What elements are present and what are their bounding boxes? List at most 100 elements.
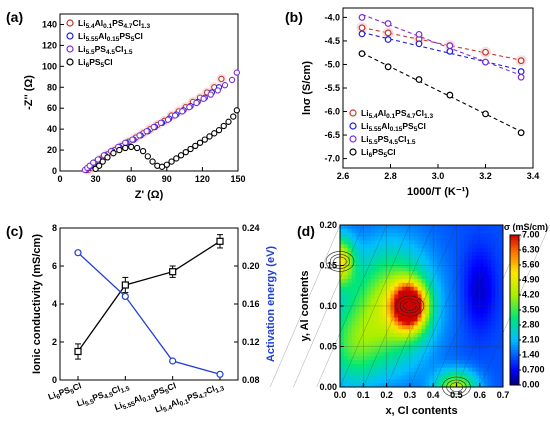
panel-d-heatmap-cell xyxy=(417,294,422,299)
panel-d-heatmap-cell xyxy=(409,333,415,338)
panel-d-heatmap-cell xyxy=(460,298,465,303)
panel-d-heatmap-cell xyxy=(491,259,496,264)
panel-d-heatmap-cell xyxy=(456,325,461,330)
panel-d-heatmap-cell xyxy=(340,294,345,299)
panel-d-heatmap-cell xyxy=(479,352,484,357)
panel-d-heatmap-cell xyxy=(347,263,353,268)
panel-d-heatmap-cell xyxy=(452,336,457,342)
panel-d-heatmap-cell xyxy=(491,313,496,318)
panel-d-heatmap-cell xyxy=(367,317,372,322)
panel-d-heatmap-cell xyxy=(429,252,434,257)
panel-a-legend-marker xyxy=(66,45,74,53)
panel-d-heatmap-cell xyxy=(374,329,380,334)
panel-d-heatmap-cell xyxy=(483,275,488,280)
panel-d-colorbar-segment xyxy=(510,270,519,273)
panel-d-heatmap-cell xyxy=(347,248,353,253)
panel-d-heatmap-cell xyxy=(343,309,349,315)
panel-d-heatmap-cell xyxy=(417,371,422,376)
panel-a-tag: (a) xyxy=(6,9,23,25)
panel-d-heatmap-cell xyxy=(471,279,477,284)
panel-d-heatmap-cell xyxy=(398,279,403,284)
panel-d-heatmap-cell xyxy=(405,348,411,353)
panel-b-fit-line xyxy=(361,27,522,61)
panel-d-heatmap-cell xyxy=(468,259,473,264)
panel-d-heatmap-cell xyxy=(340,333,345,338)
panel-d-heatmap-cell xyxy=(433,225,438,230)
panel-d-heatmap-cell xyxy=(460,271,465,276)
panel-d-heatmap-cell xyxy=(460,267,465,272)
panel-d-heatmap-cell xyxy=(491,375,496,380)
panel-d-heatmap-cell xyxy=(491,309,496,315)
panel-d-heatmap-cell xyxy=(452,379,457,384)
panel-d-heatmap-cell xyxy=(359,383,364,388)
panel-d-heatmap-cell xyxy=(483,259,488,264)
panel-d-colorbar-tick-label: 4.90 xyxy=(522,275,540,285)
panel-d-heatmap-cell xyxy=(468,363,473,369)
panel-c-ytick-label: 8 xyxy=(52,223,57,233)
panel-d-heatmap-cell xyxy=(448,309,453,315)
panel-d-heatmap-cell xyxy=(460,282,465,288)
panel-d-heatmap-cell xyxy=(347,255,353,261)
panel-d-colorbar-segment xyxy=(510,295,519,298)
panel-d-heatmap-cell xyxy=(347,286,353,291)
panel-d-heatmap-cell xyxy=(464,267,469,272)
panel-d-heatmap-cell xyxy=(487,352,492,357)
panel-d-heatmap-cell xyxy=(417,267,422,272)
panel-d-heatmap-cell xyxy=(405,329,411,334)
panel-a-point xyxy=(221,82,229,89)
panel-d-heatmap-cell xyxy=(421,325,426,330)
panel-d-heatmap-cell xyxy=(413,290,419,295)
panel-c-conductivity-point xyxy=(216,237,224,245)
panel-d-heatmap-cell xyxy=(351,271,356,276)
panel-d-heatmap-cell xyxy=(374,298,380,303)
panel-d-heatmap-cell xyxy=(475,259,481,264)
panel-d-heatmap-cell xyxy=(398,275,403,280)
panel-d-heatmap-cell xyxy=(444,336,450,342)
panel-d-heatmap-cell xyxy=(421,248,426,253)
panel-d-heatmap-cell xyxy=(398,325,403,330)
panel-d-heatmap-cell xyxy=(479,371,484,376)
panel-d-heatmap-cell xyxy=(448,313,453,318)
panel-d-heatmap-cell xyxy=(363,344,368,349)
panel-d-heatmap-cell xyxy=(483,240,488,245)
panel-d-heatmap-cell xyxy=(394,348,399,353)
panel-d-heatmap-cell xyxy=(425,329,430,334)
panel-d-heatmap-cell xyxy=(382,321,387,326)
panel-d-heatmap-cell xyxy=(456,236,461,241)
panel-d-heatmap-cell xyxy=(382,325,387,330)
panel-d-heatmap-cell xyxy=(437,360,442,365)
panel-d-heatmap-cell xyxy=(499,363,504,369)
panel-d-heatmap-cell xyxy=(367,225,372,230)
panel-d-heatmap-cell xyxy=(460,325,465,330)
panel-d-heatmap-cell xyxy=(417,275,422,280)
panel-d-heatmap-cell xyxy=(417,252,422,257)
panel-d-heatmap-cell xyxy=(468,248,473,253)
panel-d-heatmap-cell xyxy=(479,336,484,342)
panel-d-heatmap-cell xyxy=(382,379,387,384)
panel-d-heatmap-cell xyxy=(456,352,461,357)
panel-d-heatmap-cell xyxy=(425,271,430,276)
panel-d-heatmap-cell xyxy=(382,340,387,345)
panel-d-heatmap-cell xyxy=(355,317,360,322)
panel-d-heatmap-cell xyxy=(409,371,415,376)
panel-d-heatmap-cell xyxy=(425,344,430,349)
panel-d-heatmap-cell xyxy=(371,252,376,257)
panel-d-heatmap-cell xyxy=(475,267,481,272)
panel-d-heatmap-cell xyxy=(390,275,395,280)
panel-d-heatmap-cell xyxy=(479,317,484,322)
panel-d-heatmap-cell xyxy=(444,271,450,276)
panel-d-heatmap-cell xyxy=(367,363,372,369)
panel-d-heatmap-cell xyxy=(499,282,504,288)
panel-d-heatmap-cell xyxy=(343,371,349,376)
panel-d-heatmap-cell xyxy=(444,317,450,322)
panel-d-heatmap-cell xyxy=(374,275,380,280)
panel-d-heatmap-cell xyxy=(374,333,380,338)
panel-d-heatmap-cell xyxy=(483,356,488,361)
panel-d-colorbar-segment xyxy=(510,370,519,373)
panel-d-heatmap-cell xyxy=(429,340,434,345)
panel-d-heatmap-cell xyxy=(359,375,364,380)
panel-d-heatmap-cell xyxy=(464,363,469,369)
panel-d-heatmap-cell xyxy=(340,232,345,237)
panel-d-heatmap-cell xyxy=(433,306,438,311)
panel-d-heatmap-cell xyxy=(487,282,492,288)
